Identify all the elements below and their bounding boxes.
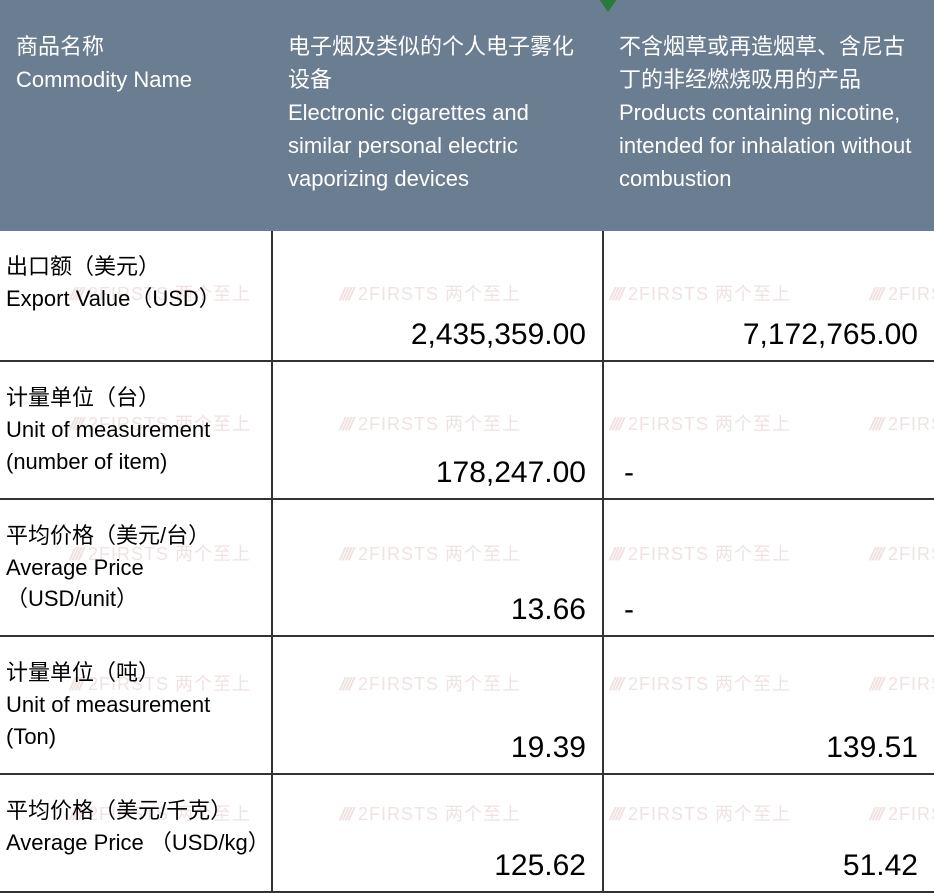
row-label: 出口额（美元） Export Value（USD） bbox=[0, 231, 272, 361]
row-value-col1: 178,247.00 bbox=[272, 361, 603, 499]
row-label: 计量单位（台）Unit of measurement (number of it… bbox=[0, 361, 272, 499]
decorative-triangle-icon bbox=[594, 0, 622, 12]
row-label-cn: 计量单位（台） bbox=[6, 382, 261, 414]
row-label-cn: 计量单位（吨） bbox=[6, 657, 261, 689]
row-label-cn: 平均价格（美元/台） bbox=[6, 520, 261, 552]
row-value-col2: - bbox=[603, 361, 934, 499]
row-value-col2: - bbox=[603, 499, 934, 637]
row-value-col1: 2,435,359.00 bbox=[272, 231, 603, 361]
row-label-cn: 平均价格（美元/千克） bbox=[6, 795, 261, 827]
row-label-en: Average Price （USD/unit） bbox=[6, 552, 261, 616]
row-label-cn: 出口额（美元） bbox=[6, 251, 261, 283]
row-label-en: Unit of measurement (Ton) bbox=[6, 689, 261, 753]
header-col0-en: Commodity Name bbox=[16, 63, 256, 96]
export-data-table: 商品名称 Commodity Name 电子烟及类似的个人电子雾化设备 Elec… bbox=[0, 0, 934, 893]
header-commodity-name: 商品名称 Commodity Name bbox=[0, 0, 272, 231]
row-value-col1: 13.66 bbox=[272, 499, 603, 637]
header-col2-en: Products containing nicotine, intended f… bbox=[619, 96, 918, 195]
row-value-col1: 19.39 bbox=[272, 636, 603, 774]
header-ecig: 电子烟及类似的个人电子雾化设备 Electronic cigarettes an… bbox=[272, 0, 603, 231]
table-row: 平均价格（美元/千克）Average Price （USD/kg）125.625… bbox=[0, 774, 934, 892]
table-row: 出口额（美元） Export Value（USD）2,435,359.007,1… bbox=[0, 231, 934, 361]
table-row: 计量单位（吨）Unit of measurement (Ton)19.39139… bbox=[0, 636, 934, 774]
table-header-row: 商品名称 Commodity Name 电子烟及类似的个人电子雾化设备 Elec… bbox=[0, 0, 934, 231]
row-value-col1: 125.62 bbox=[272, 774, 603, 892]
row-value-col2: 7,172,765.00 bbox=[603, 231, 934, 361]
row-value-col2: 51.42 bbox=[603, 774, 934, 892]
table-row: 平均价格（美元/台）Average Price （USD/unit）13.66- bbox=[0, 499, 934, 637]
row-value-col2: 139.51 bbox=[603, 636, 934, 774]
row-label: 平均价格（美元/千克）Average Price （USD/kg） bbox=[0, 774, 272, 892]
header-col1-en: Electronic cigarettes and similar person… bbox=[288, 96, 587, 195]
row-label-en: Export Value（USD） bbox=[6, 283, 261, 315]
header-col1-cn: 电子烟及类似的个人电子雾化设备 bbox=[288, 30, 587, 96]
table-body: 出口额（美元） Export Value（USD）2,435,359.007,1… bbox=[0, 231, 934, 892]
row-label-en: Unit of measurement (number of item) bbox=[6, 414, 261, 478]
header-nicotine-products: 不含烟草或再造烟草、含尼古丁的非经燃烧吸用的产品 Products contai… bbox=[603, 0, 934, 231]
row-label: 平均价格（美元/台）Average Price （USD/unit） bbox=[0, 499, 272, 637]
row-label: 计量单位（吨）Unit of measurement (Ton) bbox=[0, 636, 272, 774]
table-row: 计量单位（台）Unit of measurement (number of it… bbox=[0, 361, 934, 499]
header-col2-cn: 不含烟草或再造烟草、含尼古丁的非经燃烧吸用的产品 bbox=[619, 30, 918, 96]
row-label-en: Average Price （USD/kg） bbox=[6, 827, 261, 859]
header-col0-cn: 商品名称 bbox=[16, 30, 256, 63]
